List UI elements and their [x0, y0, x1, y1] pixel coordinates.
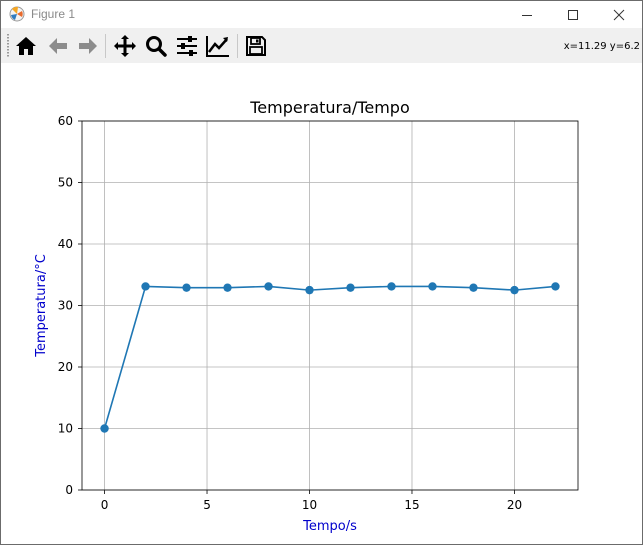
data-point	[141, 282, 150, 291]
title-bar[interactable]: Figure 1	[1, 1, 642, 28]
zoom-button[interactable]	[143, 33, 169, 59]
series-line	[103, 285, 556, 429]
window-title: Figure 1	[31, 7, 76, 21]
home-button[interactable]	[13, 33, 39, 59]
toolbar-grip[interactable]	[7, 34, 10, 58]
close-button[interactable]	[596, 1, 642, 28]
x-tick-label: 0	[101, 498, 109, 512]
navigation-toolbar: x=11.29 y=6.2	[1, 28, 642, 64]
x-axis-label: Tempo/s	[302, 519, 357, 534]
y-tick-label: 0	[65, 483, 73, 497]
move-icon	[114, 35, 136, 57]
data-point	[551, 282, 560, 291]
magnifier-icon	[146, 36, 167, 57]
y-tick-label: 20	[58, 360, 73, 374]
close-icon	[613, 9, 625, 20]
x-tick-label: 10	[302, 498, 317, 512]
maximize-icon	[568, 9, 578, 20]
y-tick-label: 10	[58, 422, 73, 436]
minimize-button[interactable]	[504, 1, 550, 28]
toolbar-separator	[105, 34, 106, 58]
minimize-icon	[522, 14, 532, 16]
y-tick-label: 40	[58, 237, 73, 251]
maximize-button[interactable]	[550, 1, 596, 28]
edit-axis-button[interactable]	[205, 33, 231, 59]
data-point	[510, 285, 519, 295]
sliders-icon	[177, 36, 197, 56]
back-button[interactable]	[45, 33, 71, 59]
x-tick-label: 5	[203, 498, 211, 512]
cursor-coordinates: x=11.29 y=6.2	[563, 41, 640, 52]
chart-title: Temperatura/Tempo	[249, 98, 409, 117]
save-button[interactable]	[243, 33, 269, 59]
y-axis-label: Temperatura/°C	[34, 254, 49, 358]
toolbar-separator	[237, 34, 238, 58]
line-chart: 0 5 10 15 20 0 10 20 30 40 50 60 Temperatura/Tempo Te…	[34, 98, 579, 534]
axes-frame	[81, 120, 579, 491]
arrow-right-icon	[79, 38, 97, 54]
arrow-left-icon	[49, 38, 67, 54]
forward-button[interactable]	[75, 33, 101, 59]
data-point	[387, 282, 396, 291]
home-icon	[16, 37, 36, 55]
data-point	[223, 283, 232, 292]
data-point	[305, 285, 314, 295]
data-point	[346, 283, 355, 292]
x-tick-label: 15	[404, 498, 419, 512]
configure-subplots-button[interactable]	[174, 33, 200, 59]
y-tick-label: 30	[58, 299, 73, 313]
data-point	[182, 283, 191, 292]
y-tick-label: 50	[58, 176, 73, 190]
pan-button[interactable]	[112, 33, 138, 59]
x-tick-label: 20	[507, 498, 522, 512]
data-point	[100, 424, 109, 433]
floppy-disk-icon	[246, 36, 266, 56]
data-point	[428, 282, 437, 291]
matplotlib-logo-icon	[9, 6, 25, 22]
data-point	[264, 282, 273, 291]
line-chart-icon	[206, 36, 229, 57]
figure-canvas[interactable]: 0 5 10 15 20 0 10 20 30 40 50 60 Temperatura/Tempo Te…	[1, 63, 642, 544]
data-point	[469, 283, 478, 292]
y-tick-label: 60	[58, 114, 73, 128]
